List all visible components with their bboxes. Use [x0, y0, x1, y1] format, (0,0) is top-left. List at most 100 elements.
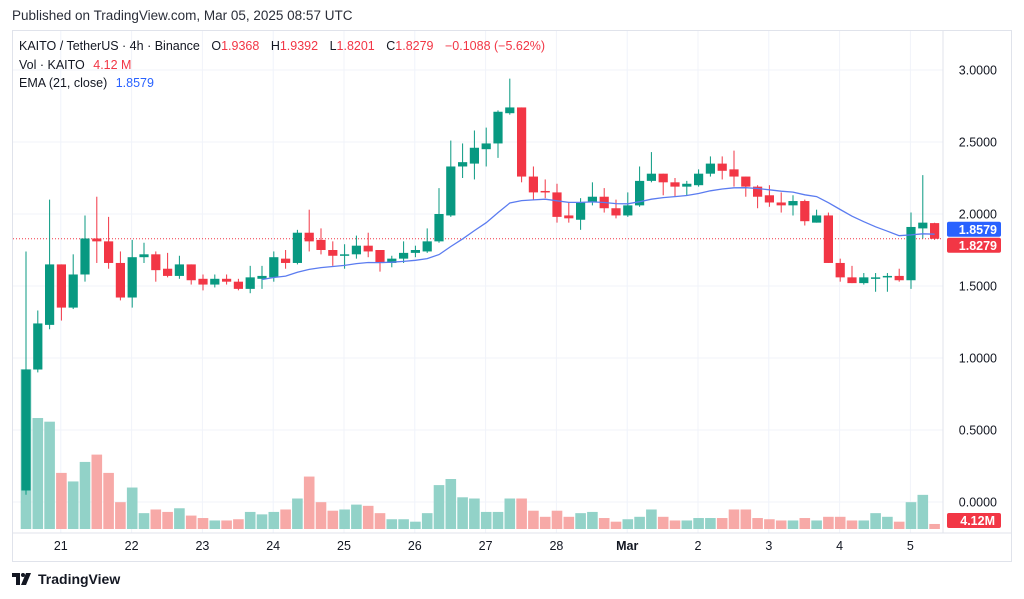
tradingview-logo-icon: [12, 573, 31, 585]
candle-body: [705, 163, 715, 174]
candle-body: [186, 264, 196, 281]
volume-bar: [339, 509, 350, 529]
volume-bar: [528, 510, 539, 529]
candle-body: [104, 241, 114, 263]
volume-bar: [504, 498, 516, 529]
time-tick-label: 21: [54, 539, 68, 553]
candle-body: [670, 182, 680, 187]
volume-bar: [327, 510, 339, 529]
candle-body: [871, 277, 881, 279]
open-value: 1.9368: [221, 39, 260, 53]
low-label: L: [329, 39, 337, 53]
volume-bar: [150, 509, 162, 529]
volume-bar: [539, 516, 551, 529]
volume-value: 4.12 M: [93, 58, 132, 72]
candle-body: [823, 215, 833, 263]
candle-body: [528, 176, 538, 193]
volume-bar: [256, 514, 268, 529]
volume-bar: [893, 521, 905, 529]
candle-body: [635, 180, 645, 206]
price-tick-label: 1.5000: [959, 280, 997, 294]
ema-indicator-label[interactable]: EMA (21, close): [19, 76, 108, 90]
time-tick-label: 25: [337, 539, 351, 553]
volume-bar: [657, 516, 669, 529]
symbol-label[interactable]: KAITO / TetherUS · 4h · Binance: [19, 39, 200, 53]
candle-body: [33, 323, 43, 370]
volume-bar: [303, 476, 315, 529]
volume-bar: [575, 513, 586, 529]
candle-body: [576, 202, 586, 220]
candle-body: [493, 111, 503, 144]
high-value: 1.9392: [279, 39, 319, 53]
volume-bar: [917, 494, 929, 529]
price-axis: 0.0000 0.5000 1.0000 1.5000 2.0000 2.5000 3.00…: [959, 64, 997, 510]
time-tick-label: 23: [195, 539, 209, 553]
candle-body: [446, 166, 456, 216]
candle-body: [387, 258, 397, 263]
volume-bar: [705, 518, 716, 529]
candle-body: [68, 274, 78, 308]
candle-body: [658, 173, 668, 183]
ema-line: [261, 187, 935, 281]
candle-body: [646, 173, 656, 181]
volume-indicator-label[interactable]: Vol · KAITO: [19, 58, 85, 72]
candle-body: [233, 281, 243, 289]
candle-body: [694, 173, 704, 186]
tradingview-logo[interactable]: TradingView: [12, 571, 120, 587]
volume-bar: [480, 511, 492, 529]
time-tick-label: 27: [479, 539, 493, 553]
candle-body: [151, 254, 161, 271]
ema-value: 1.8579: [115, 76, 154, 90]
candle-body: [764, 195, 774, 203]
time-tick-label: 28: [549, 539, 563, 553]
candle-body: [611, 208, 621, 216]
candle-body: [729, 169, 739, 177]
time-tick-label: 24: [266, 539, 280, 553]
candle-body: [210, 278, 220, 285]
volume-bar: [410, 521, 421, 529]
candle-body: [127, 257, 137, 298]
candle-body: [198, 278, 208, 285]
legend-ohlc: KAITO / TetherUS · 4h · Binance O1.9368 …: [19, 39, 545, 53]
candle-body: [788, 201, 798, 206]
legend-ema: EMA (21, close) 1.8579: [19, 76, 154, 90]
candle-body: [281, 258, 291, 263]
candle-body: [587, 196, 597, 203]
volume-bar: [103, 472, 114, 529]
volume-bar: [799, 518, 811, 529]
volume-bar: [610, 521, 622, 529]
volume-bar: [457, 497, 468, 529]
volume-bar: [398, 519, 409, 529]
candle-body: [882, 275, 892, 278]
candle-body: [623, 205, 633, 216]
time-tick-label: 3: [765, 539, 772, 553]
candle-body: [835, 262, 845, 278]
volume-bar: [268, 511, 280, 529]
candle-body: [481, 143, 491, 150]
volume-bar: [669, 520, 681, 529]
candles: [21, 78, 940, 495]
volume-bar: [79, 461, 91, 529]
candle-body: [257, 275, 267, 279]
candle-body: [682, 183, 692, 187]
volume-bar: [587, 511, 598, 529]
candle-body: [552, 192, 562, 217]
candle-body: [469, 147, 479, 164]
volume-bar: [233, 519, 244, 529]
published-header: Published on TradingView.com, Mar 05, 20…: [12, 8, 353, 23]
volume-bar: [858, 520, 870, 529]
candle-body: [21, 369, 31, 491]
volume-bar: [787, 520, 799, 529]
volume-bar: [693, 518, 704, 529]
grid-lines: [13, 31, 943, 533]
volume-bar: [315, 502, 327, 529]
candle-body: [163, 268, 173, 276]
candle-body: [399, 252, 409, 259]
candle-body: [363, 245, 373, 252]
volume-bar: [115, 502, 126, 529]
volume-bar: [563, 516, 575, 529]
volume-bar: [209, 520, 221, 529]
volume-bar: [280, 509, 291, 529]
change-value: −0.1088 (−5.62%): [444, 39, 546, 53]
